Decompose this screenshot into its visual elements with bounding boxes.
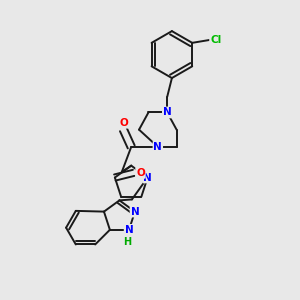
Text: N: N bbox=[130, 207, 139, 217]
Text: O: O bbox=[119, 118, 128, 128]
Text: N: N bbox=[153, 142, 162, 152]
Text: H: H bbox=[123, 237, 131, 247]
Text: N: N bbox=[143, 172, 152, 182]
Text: O: O bbox=[136, 168, 145, 178]
Text: Cl: Cl bbox=[210, 35, 221, 45]
Text: N: N bbox=[163, 107, 172, 118]
Text: N: N bbox=[124, 225, 134, 235]
